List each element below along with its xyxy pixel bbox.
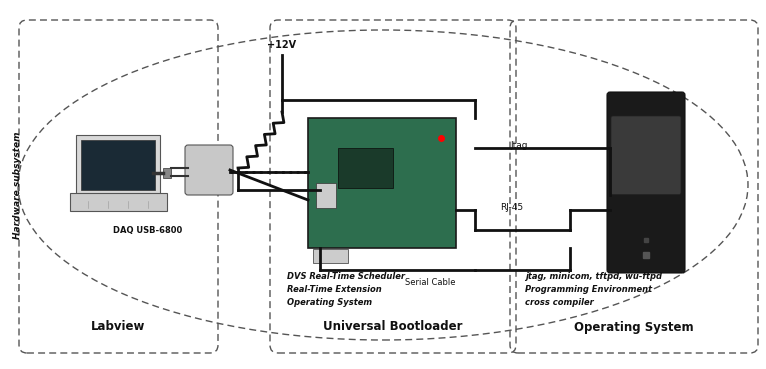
Text: Programming Environment: Programming Environment xyxy=(525,285,652,294)
FancyBboxPatch shape xyxy=(70,193,166,211)
Text: DAQ USB-6800: DAQ USB-6800 xyxy=(113,225,182,235)
Text: RJ-45: RJ-45 xyxy=(500,203,523,212)
Text: Jtag: Jtag xyxy=(510,141,528,150)
FancyBboxPatch shape xyxy=(81,140,155,190)
Text: Operating System: Operating System xyxy=(287,298,372,307)
Text: jtag, minicom, tftpd, wu-ftpd: jtag, minicom, tftpd, wu-ftpd xyxy=(525,272,662,281)
Text: cross compiler: cross compiler xyxy=(525,298,594,307)
Text: Labview: Labview xyxy=(91,321,146,334)
Text: Universal Bootloader: Universal Bootloader xyxy=(323,321,463,334)
Text: DVS Real-Time Scheduler: DVS Real-Time Scheduler xyxy=(287,272,405,281)
FancyBboxPatch shape xyxy=(163,168,171,178)
FancyBboxPatch shape xyxy=(313,249,348,263)
FancyBboxPatch shape xyxy=(308,118,456,248)
Text: Operating System: Operating System xyxy=(574,321,694,334)
Text: Real-Time Extension: Real-Time Extension xyxy=(287,285,381,294)
FancyBboxPatch shape xyxy=(611,116,681,194)
FancyBboxPatch shape xyxy=(607,92,685,273)
Text: Serial Cable: Serial Cable xyxy=(404,278,455,287)
FancyBboxPatch shape xyxy=(338,148,393,188)
FancyBboxPatch shape xyxy=(185,145,233,195)
Text: Hardware subsystem: Hardware subsystem xyxy=(14,131,22,239)
FancyBboxPatch shape xyxy=(316,183,336,208)
Text: +12V: +12V xyxy=(267,40,296,50)
FancyBboxPatch shape xyxy=(76,135,160,195)
